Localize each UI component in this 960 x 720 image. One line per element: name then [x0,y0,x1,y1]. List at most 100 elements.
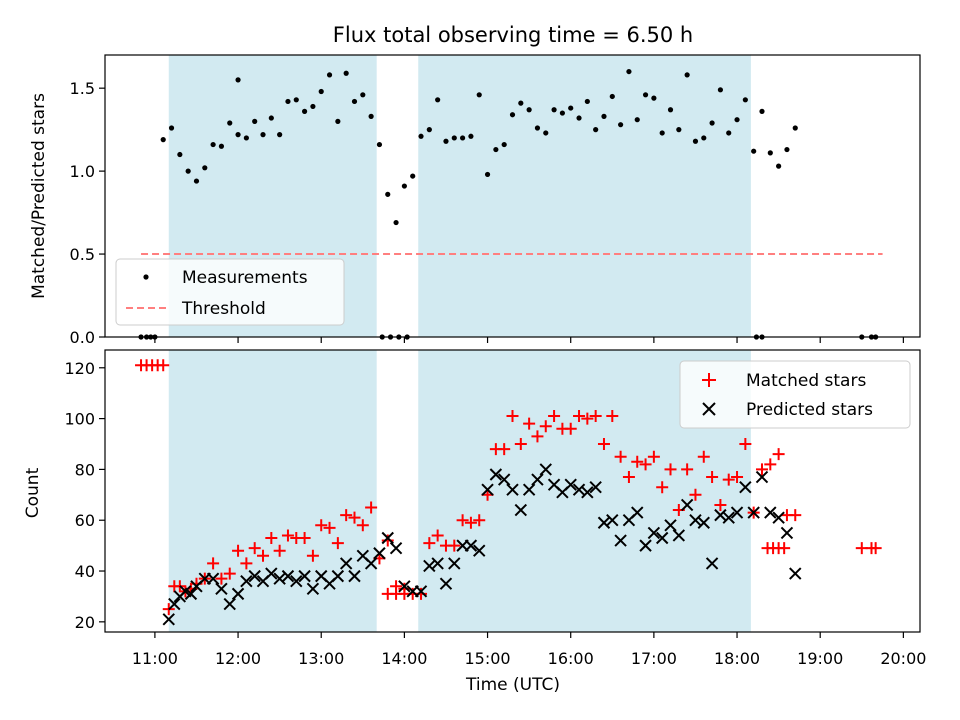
measurement-point [268,115,274,121]
measurement-point [709,120,715,126]
predicted-star-point [473,544,486,557]
y-tick-label: 60 [75,511,95,530]
matched-star-point [448,539,461,552]
predicted-star-point [564,478,577,491]
measurement-point [576,115,582,121]
matched-star-point [597,438,610,450]
measurement-point [235,77,241,83]
matched-star-point [639,458,652,471]
x-axis-label: Time (UTC) [465,675,560,695]
measurement-point [759,108,765,114]
measurement-point [601,113,607,119]
measurement-point [484,171,491,178]
predicted-star-point [789,567,802,580]
predicted-star-point [414,585,428,598]
matched-star-point [232,544,245,557]
measurement-point [193,178,200,184]
predicted-star-point [755,470,769,484]
predicted-star-point [614,534,627,547]
measurement-point [767,150,773,156]
measurement-point [701,135,707,141]
predicted-star-point [514,503,528,517]
measurement-point [410,173,416,179]
matched-star-point [764,458,777,471]
y-tick-label: 0.0 [70,328,95,347]
legend-matched-label: Matched stars [746,371,866,391]
measurement-point [518,100,524,106]
measurement-point [692,138,699,144]
predicted-star-point [168,597,181,611]
matched-star-point [265,532,278,544]
predicted-star-point [672,529,686,542]
measurement-point [593,127,599,133]
predicted-star-point [423,559,436,573]
matched-star-point [606,410,619,423]
legend-matched-marker [702,373,716,387]
x-tick-label: 17:00 [631,649,677,668]
predicted-star-point [689,514,702,527]
measurement-point [776,163,782,169]
predicted-star-point [298,569,311,583]
matched-star-point [622,471,635,484]
measurement-point [526,107,532,113]
predicted-star-point [597,516,611,529]
predicted-star-point [373,547,386,560]
measurement-point [426,127,432,133]
matched-star-point [731,471,744,484]
legend-measurements-marker [143,274,149,280]
measurement-point [243,135,249,141]
measurement-point [177,151,183,158]
top-observing-windows [168,55,751,337]
measurement-point [559,110,565,116]
measurement-point [734,117,740,123]
measurement-point [168,125,175,131]
matched-star-point [789,509,802,522]
predicted-star-point [730,506,744,519]
measurement-point [609,93,615,100]
predicted-star-point [206,572,220,585]
bottom-legend: Matched stars Predicted stars [679,360,911,429]
matched-star-point [739,438,752,450]
matched-star-point [331,537,344,550]
bottom-panel: 20 40 60 80 100 120 11:00 12:00 13:00 14:00 15:00… [23,349,926,695]
measurement-point [534,125,541,131]
predicted-star-point [265,567,278,580]
bottom-y-axis: 20 40 60 80 100 120 [64,359,105,632]
predicted-star-point [764,506,777,519]
measurement-point [642,92,649,98]
legend-measurements-label: Measurements [182,268,308,288]
predicted-star-point [481,483,494,496]
predicted-star-point [448,557,461,570]
predicted-star-point [464,539,478,552]
measurement-point [584,98,590,105]
predicted-star-point [506,483,519,496]
predicted-star-point [655,531,669,545]
matched-star-point [681,463,694,476]
predicted-star-point [522,483,536,496]
matched-star-point [315,519,328,532]
observing-window-1 [418,55,751,337]
measurement-point [659,130,665,136]
matched-star-point [722,473,735,486]
predicted-star-point [339,557,353,570]
predicted-star-point [231,587,245,601]
top-x-ticks [154,337,904,343]
x-tick-label: 19:00 [797,649,843,668]
y-tick-label: 40 [75,562,95,581]
matched-star-point [714,498,727,511]
legend-threshold-label: Threshold [181,299,266,319]
matched-star-point [514,438,527,450]
predicted-star-point [722,511,735,524]
measurement-point [343,70,349,76]
matched-star-point [356,519,369,532]
measurement-point [651,95,657,101]
predicted-star-point [306,582,320,596]
top-y-axis: 0.0 0.5 1.0 1.5 [70,79,105,347]
legend-predicted-label: Predicted stars [746,400,873,420]
matched-star-point [664,463,677,476]
x-tick-label: 11:00 [132,649,178,668]
measurement-point [260,132,266,138]
measurement-point [792,125,798,131]
measurement-point [726,130,732,136]
measurement-point [360,92,366,98]
